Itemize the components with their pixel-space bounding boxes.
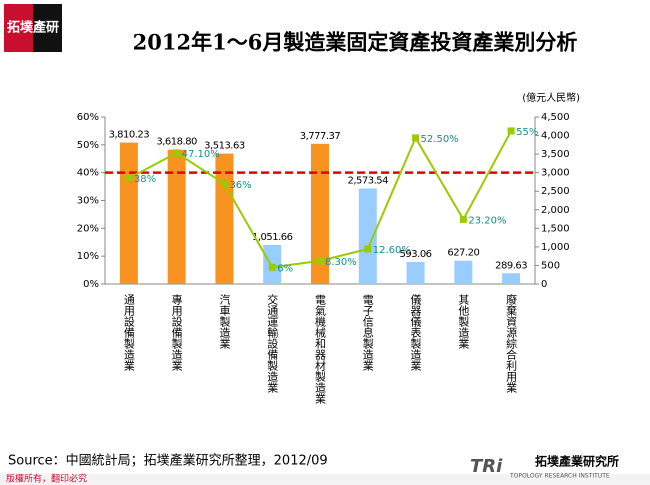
line-label: 23.20%	[468, 215, 506, 226]
y-tick-label: 60%	[77, 112, 99, 123]
line-label: 38%	[134, 174, 156, 185]
line-marker	[459, 215, 467, 223]
x-tick-label: 電氣機械和器材製造業	[314, 294, 327, 404]
y2-tick-label: 4,500	[541, 112, 570, 123]
copyright: 版權所有，翻印必究	[6, 473, 87, 485]
y2-tick-label: 3,500	[541, 149, 570, 160]
y2-tick-label: 4,000	[541, 131, 570, 142]
bar-label: 3,618.80	[156, 137, 197, 148]
bar	[358, 188, 377, 284]
logo-box	[33, 4, 62, 52]
y2-tick-label: 2,000	[541, 205, 570, 216]
bar-label: 627.20	[447, 248, 479, 259]
y2-tick-label: 1,000	[541, 242, 570, 253]
bar-label: 289.63	[495, 260, 527, 271]
y2-tick-label: 3,000	[541, 168, 570, 179]
y2-tick-label: 2,500	[541, 186, 570, 197]
bar	[406, 261, 425, 284]
bar	[167, 149, 186, 284]
bar-label: 3,810.23	[109, 130, 150, 141]
line-marker	[173, 149, 181, 157]
y-tick-label: 50%	[77, 140, 99, 151]
line-label: 55%	[516, 127, 538, 138]
source: Source：中國統計局；拓墣產業研究所整理，2012/09	[8, 453, 328, 469]
x-tick-label: 其他製造業	[457, 294, 470, 349]
x-tick-label: 廢棄資源綜合利用業	[505, 293, 518, 393]
y-tick-label: 10%	[77, 251, 99, 262]
y2-tick-label: 500	[541, 260, 560, 271]
y2-tick-label: 0	[541, 279, 547, 290]
bar-label: 593.06	[400, 249, 432, 260]
y-tick-label: 40%	[77, 168, 99, 179]
bar	[502, 273, 521, 284]
line-label: 52.50%	[421, 134, 459, 145]
brand: 拓墣產業研究所	[535, 454, 619, 469]
bar	[215, 153, 234, 284]
line-label: 47.10%	[182, 149, 220, 160]
x-tick-label: 儀器儀表製造業	[409, 293, 422, 371]
x-tick-label: 電子信息製造業	[361, 294, 374, 371]
x-tick-label: 汽車製造業	[218, 293, 231, 349]
bar	[119, 142, 138, 284]
y-tick-label: 0%	[83, 279, 99, 290]
line-marker	[125, 174, 133, 182]
x-tick-label: 通用設備製造業	[122, 294, 135, 371]
line-marker	[316, 257, 324, 265]
line-label: 12.60%	[373, 245, 411, 256]
y2-tick-label: 1,500	[541, 223, 570, 234]
line-marker	[412, 134, 420, 142]
line-label: 6%	[277, 263, 293, 274]
line-marker	[364, 245, 372, 253]
y2-axis-label: (億元人民幣)	[522, 91, 580, 104]
x-tick-label: 專用設備製造業	[170, 294, 183, 371]
line-marker	[220, 180, 228, 188]
bar-label: 3,777.37	[300, 131, 341, 142]
brand-mark: TRi	[470, 456, 503, 477]
line-label: 8.30%	[325, 257, 357, 268]
y-tick-label: 30%	[77, 196, 99, 207]
bar	[454, 260, 473, 284]
chart-title: 2012年1～6月製造業固定資產投資產業別分析	[133, 30, 578, 55]
line-label: 36%	[229, 180, 251, 191]
bar	[311, 143, 329, 284]
footer-bar	[0, 474, 650, 485]
x-tick-label: 交通運輸設備製造業	[266, 293, 279, 393]
brand-en: TOPOLOGY RESEARCH INSTITUTE	[509, 473, 610, 480]
line-marker	[268, 263, 276, 271]
bar-label: 3,513.63	[204, 141, 245, 152]
bar-label: 1,051.66	[252, 232, 293, 243]
line-marker	[507, 127, 515, 135]
y-tick-label: 20%	[77, 223, 99, 234]
bar-label: 2,573.54	[348, 175, 389, 186]
logo: 拓墣產研	[7, 20, 59, 36]
